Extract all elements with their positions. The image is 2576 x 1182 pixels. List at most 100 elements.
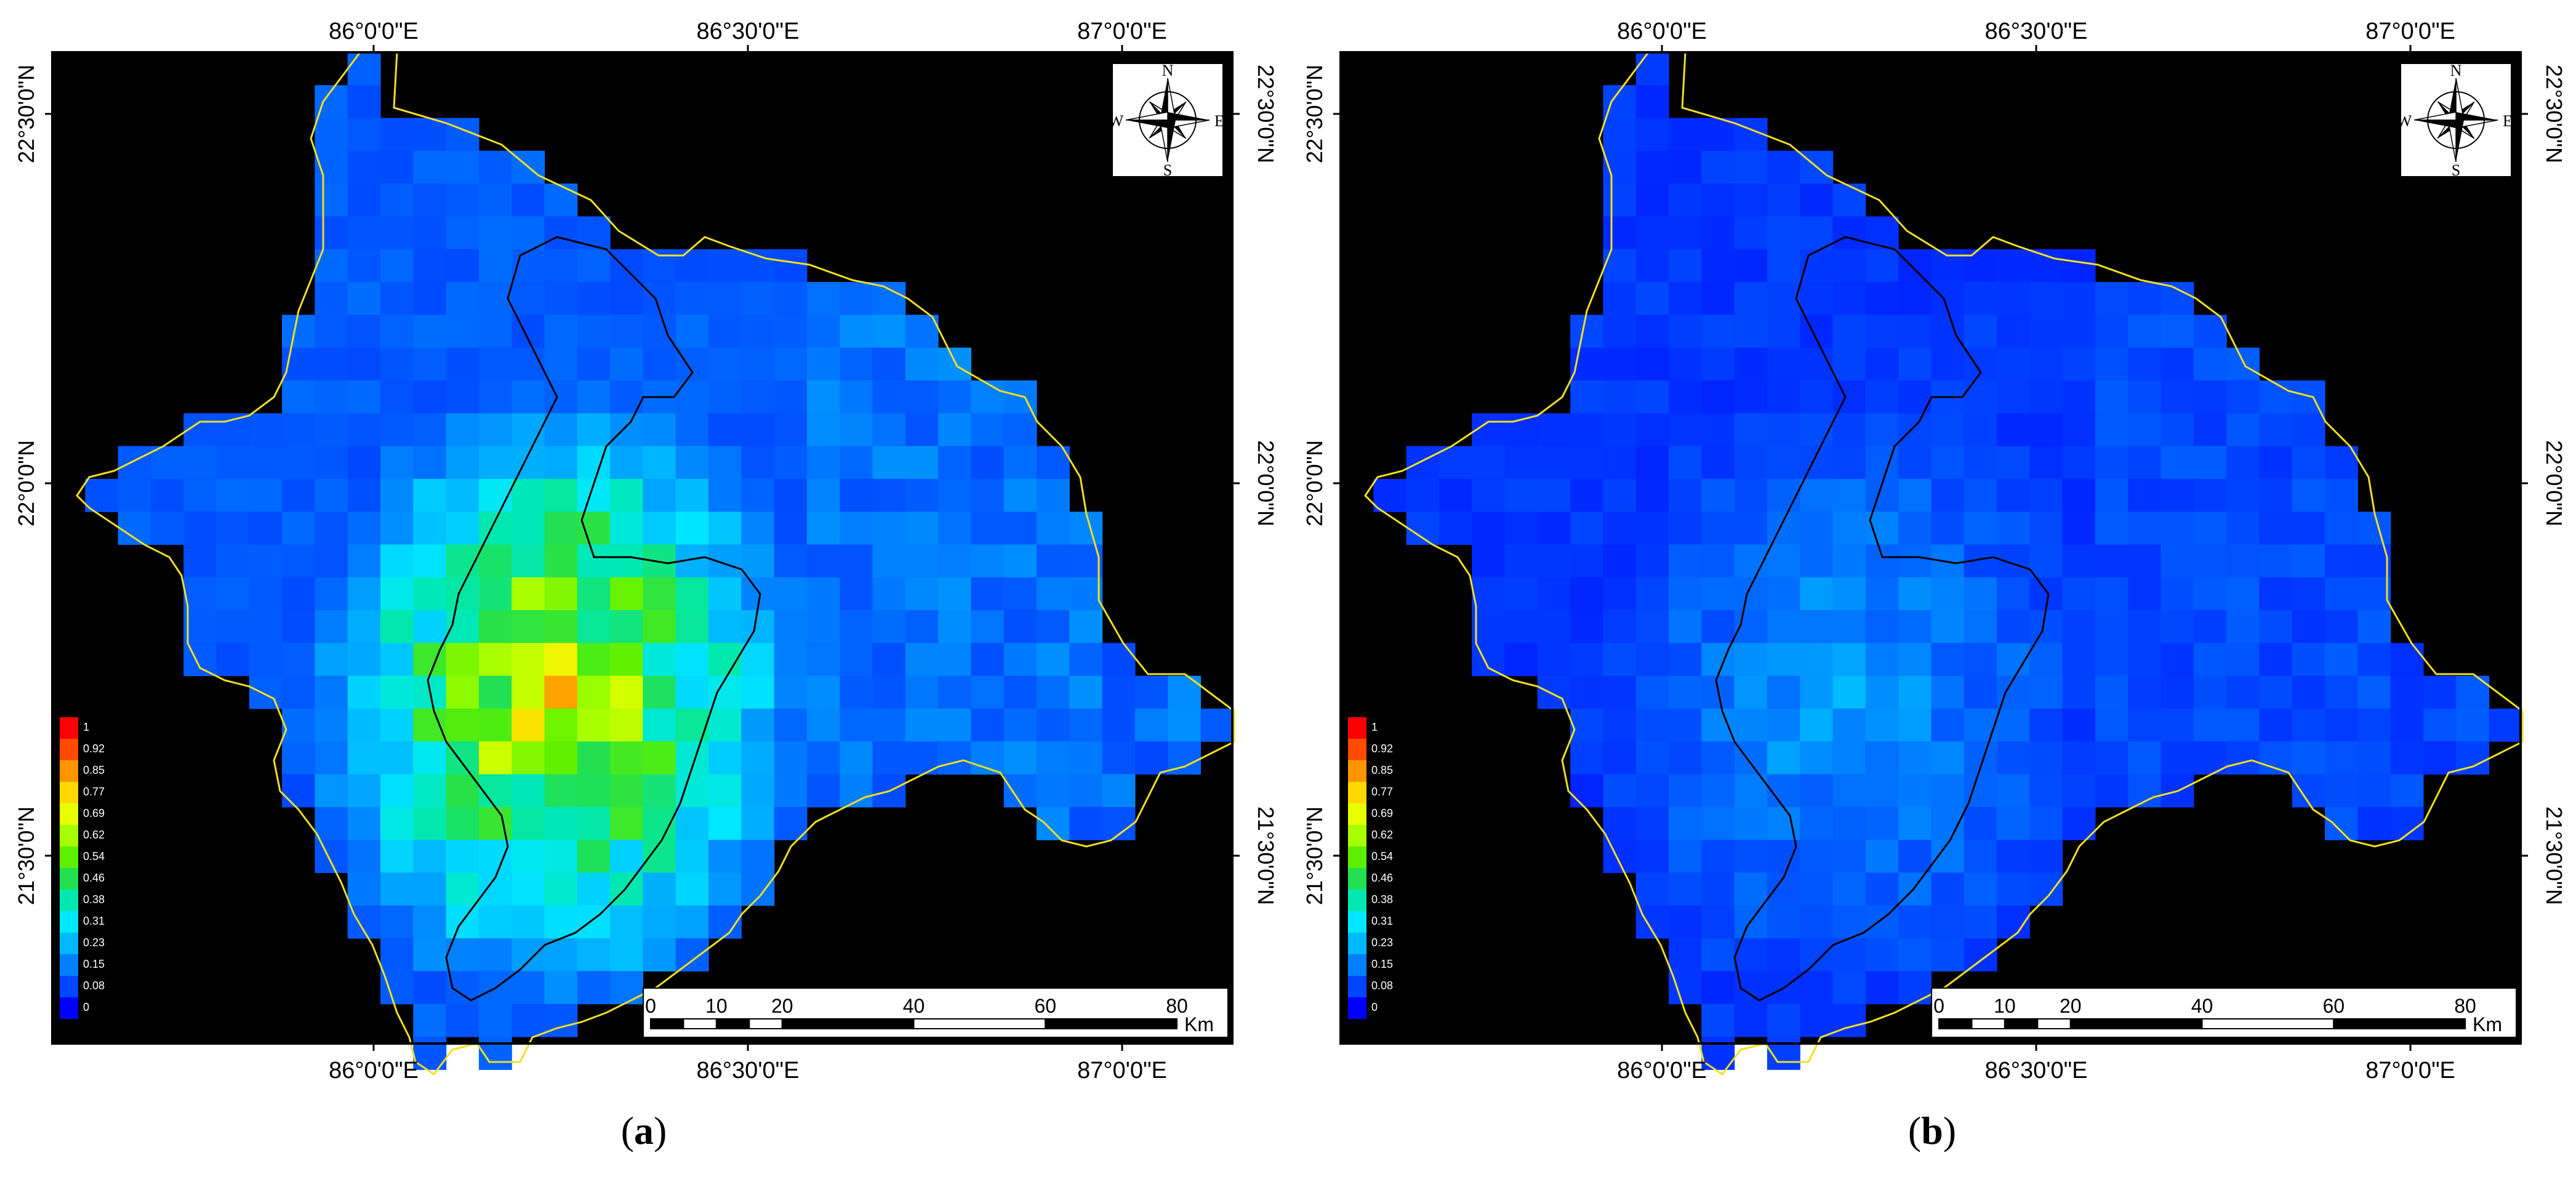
raster-cell — [1964, 512, 1997, 545]
raster-cell — [1069, 741, 1103, 775]
raster-cell — [446, 840, 479, 874]
raster-cell — [446, 709, 479, 742]
raster-cell — [840, 315, 873, 348]
raster-cell — [1102, 709, 1136, 742]
raster-cell — [413, 512, 447, 545]
raster-cell — [249, 413, 283, 447]
raster-cell — [1997, 840, 2030, 874]
raster-cell — [1200, 709, 1234, 742]
raster-cell — [347, 643, 381, 677]
raster-cell — [643, 709, 676, 742]
raster-cell — [675, 675, 709, 709]
raster-cell — [1102, 774, 1136, 808]
raster-cell — [1800, 971, 1834, 1005]
raster-cell — [938, 446, 971, 480]
raster-cell — [2292, 380, 2325, 414]
raster-cell — [905, 347, 939, 381]
legend-label: 0.85 — [83, 764, 105, 776]
bottom-longitude-label: 87°0'0"E — [1077, 1058, 1167, 1084]
raster-cell — [282, 413, 315, 447]
raster-cell — [1701, 413, 1735, 447]
raster-cell — [2193, 347, 2227, 381]
raster-cell — [347, 741, 381, 775]
raster-cell — [2390, 709, 2424, 742]
raster-cell — [2128, 544, 2162, 578]
raster-cell — [380, 380, 414, 414]
raster-cell — [413, 380, 447, 414]
raster-cell — [1997, 315, 2030, 348]
raster-cell — [2390, 643, 2424, 677]
map-b: 86°0'0"E 86°0'0"E 86°30'0"E 86°30'0"E 87°0'0… — [1302, 18, 2567, 1084]
raster-cell — [1669, 905, 1702, 939]
raster-cell — [741, 446, 775, 480]
raster-cell — [183, 544, 217, 578]
raster-cell — [1832, 478, 1866, 512]
raster-cell — [1134, 741, 1168, 775]
raster-cell — [1800, 478, 1834, 512]
raster-cell — [347, 52, 381, 86]
raster-cell — [1603, 282, 1637, 315]
raster-cell — [1003, 577, 1037, 611]
raster-cell — [544, 512, 578, 545]
raster-cell — [512, 478, 545, 512]
raster-cell — [1635, 52, 1669, 86]
raster-cell — [2161, 512, 2194, 545]
raster-cell — [741, 840, 775, 874]
raster-cell — [1734, 150, 1768, 184]
raster-cell — [806, 709, 840, 742]
legend-label: 0.23 — [1371, 936, 1393, 949]
raster-cell — [1701, 183, 1735, 217]
raster-cell — [840, 709, 873, 742]
raster-cell — [1537, 413, 1571, 447]
legend-swatch — [60, 825, 78, 846]
raster-cell — [577, 872, 611, 906]
right-latitude-label: 21°30'0"N — [1253, 806, 1278, 905]
raster-cell — [347, 544, 381, 578]
legend-label: 1 — [83, 721, 89, 733]
raster-cell — [2062, 643, 2096, 677]
raster-cell — [2325, 709, 2358, 742]
raster-cell — [2062, 315, 2096, 348]
raster-cell — [1931, 347, 1965, 381]
raster-cell — [380, 675, 414, 709]
raster-cell — [643, 905, 676, 939]
raster-cell — [347, 577, 381, 611]
raster-cell — [840, 675, 873, 709]
raster-cell — [2226, 741, 2260, 775]
raster-cell — [2128, 347, 2162, 381]
raster-cell — [1964, 315, 1997, 348]
scale-segment — [2004, 1018, 2039, 1029]
raster-cell — [1635, 675, 1669, 709]
raster-cell — [1635, 85, 1669, 119]
raster-cell — [1734, 741, 1768, 775]
raster-cell — [2193, 478, 2227, 512]
raster-cell — [249, 512, 283, 545]
raster-cell — [2325, 643, 2358, 677]
raster-cell — [1472, 478, 1506, 512]
raster-cell — [413, 446, 447, 480]
raster-cell — [1537, 446, 1571, 480]
raster-cell — [2292, 741, 2325, 775]
scale-tick-label: 10 — [705, 995, 728, 1017]
raster-cell — [1603, 741, 1637, 775]
raster-cell — [971, 512, 1005, 545]
raster-cell — [1603, 840, 1637, 874]
raster-cell — [1997, 413, 2030, 447]
raster-cell — [610, 938, 643, 971]
legend-swatch — [1348, 954, 1366, 976]
raster-cell — [1832, 347, 1866, 381]
raster-cell — [2259, 675, 2293, 709]
raster-cell — [610, 905, 643, 939]
raster-cell — [282, 380, 315, 414]
raster-cell — [347, 872, 381, 906]
raster-cell — [1037, 478, 1070, 512]
raster-cell — [380, 741, 414, 775]
raster-cell — [1603, 709, 1637, 742]
raster-cell — [905, 478, 939, 512]
raster-cell — [446, 183, 479, 217]
raster-cell — [577, 938, 611, 971]
raster-cell — [1003, 643, 1037, 677]
raster-cell — [2226, 577, 2260, 611]
raster-cell — [282, 446, 315, 480]
raster-cell — [1069, 577, 1103, 611]
